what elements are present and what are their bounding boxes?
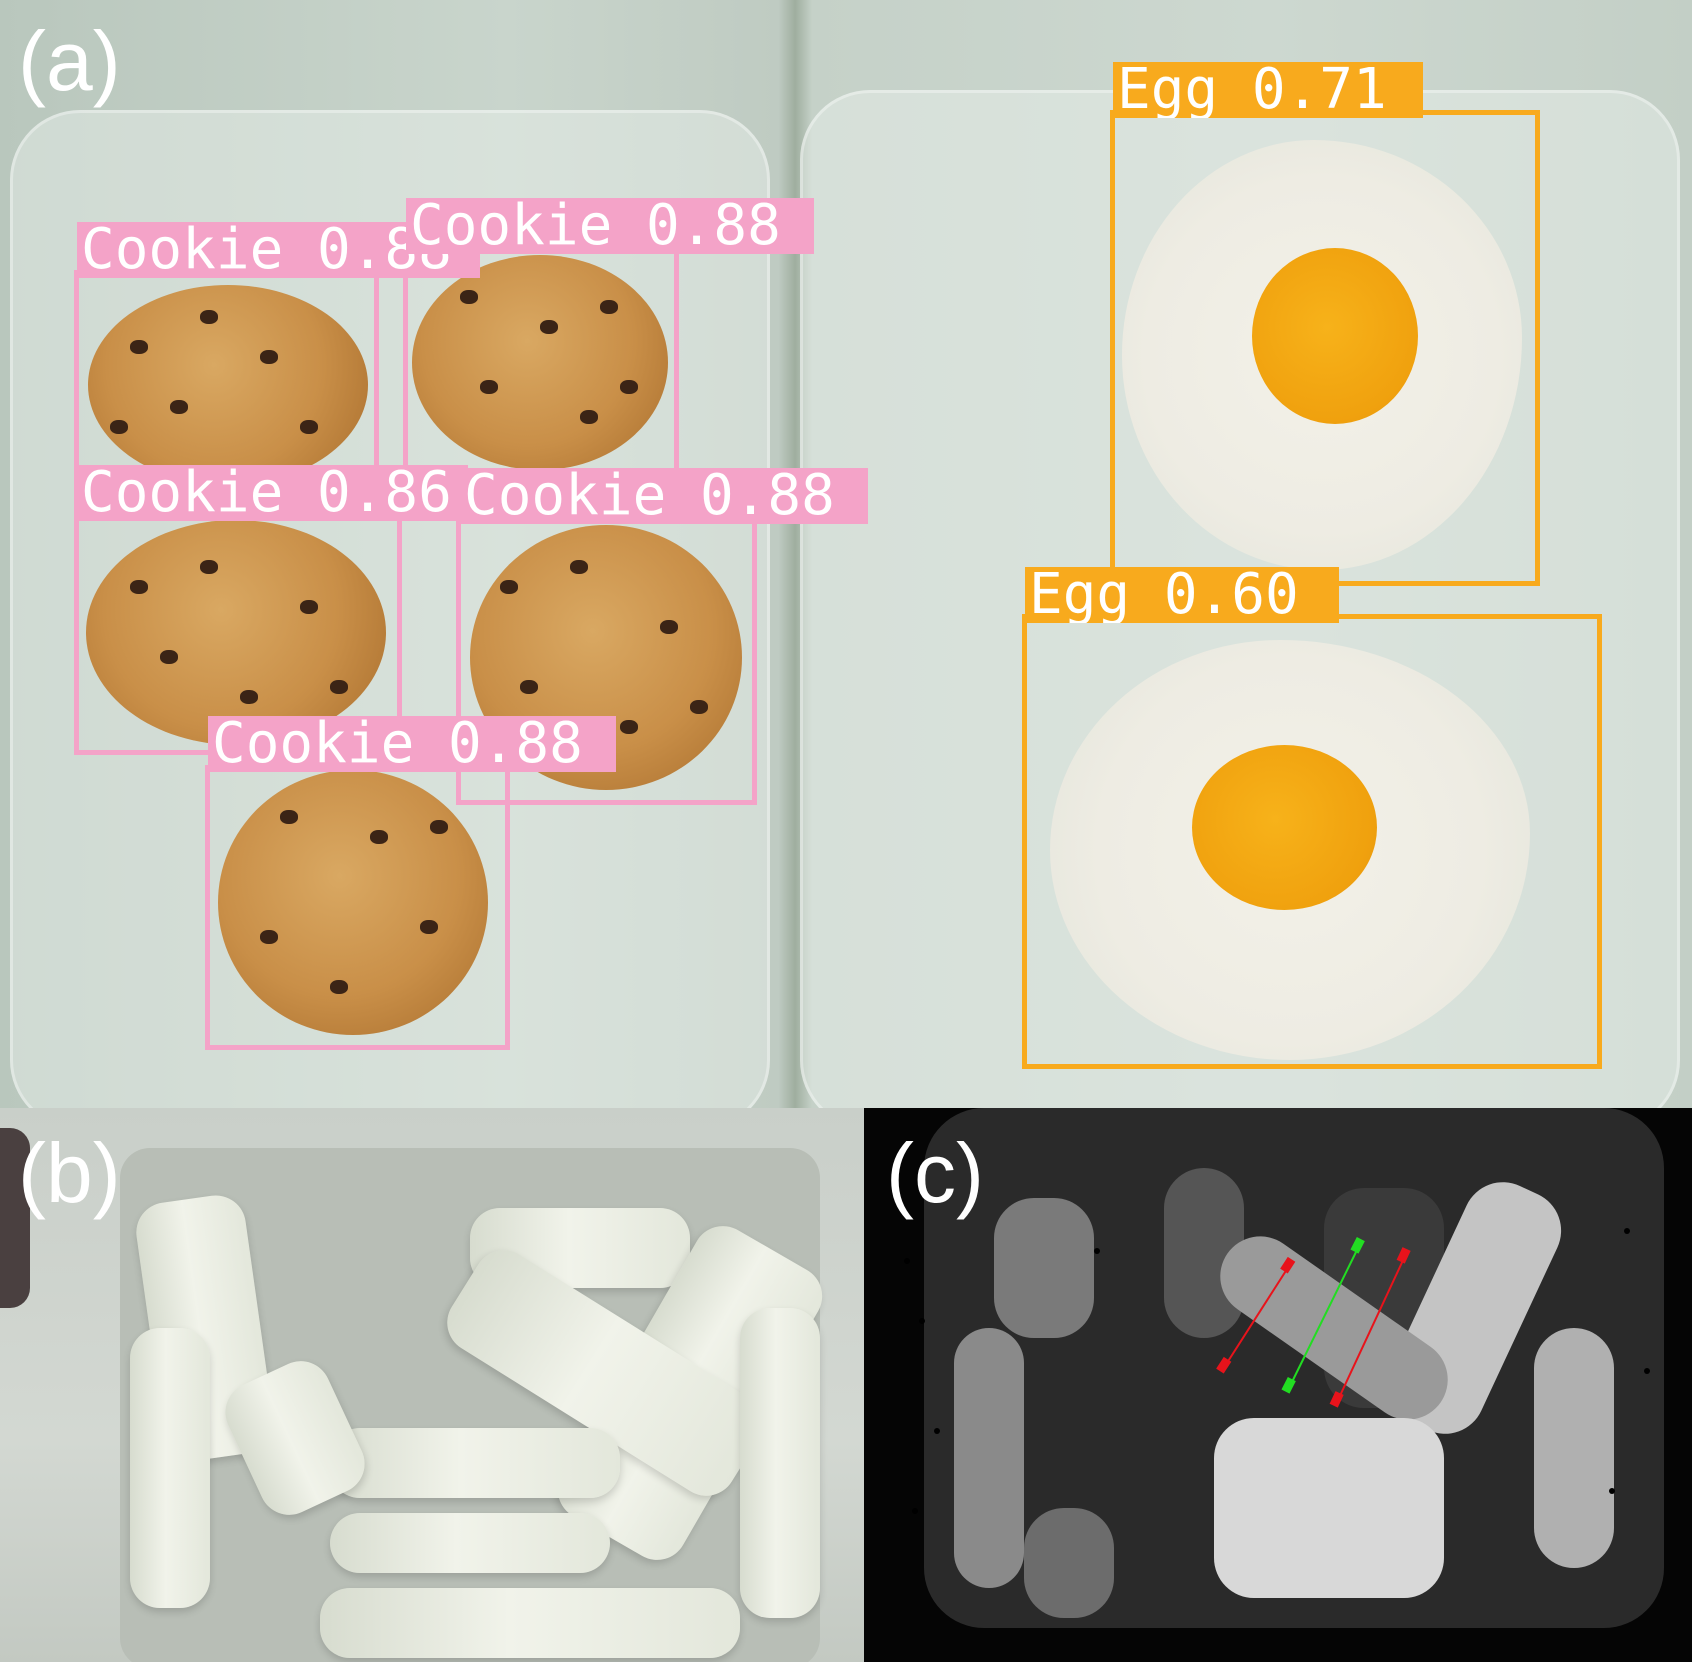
detection-panel: Cookie 0.88 Cookie 0.88 Cookie 0.86 Cook… [0,0,1692,1108]
grasp-line-green [1289,1245,1360,1387]
foam-tube [330,1513,610,1573]
panel-label-c: (c) [886,1126,984,1220]
foam-tubes-photo-panel: (b) [0,1108,864,1662]
cookie-bbox-2 [403,247,679,487]
panel-label-a: (a) [18,14,121,108]
cookie-label-4: Cookie 0.88 [460,468,868,524]
cookie-label-2: Cookie 0.88 [406,198,814,254]
grasp-endpoint-red [1329,1391,1344,1408]
depth-map-panel: (c) [864,1108,1692,1662]
grasp-endpoint-green [1281,1377,1296,1394]
grasp-endpoint-green [1350,1237,1365,1254]
foam-tube [740,1308,820,1618]
gripper-edge [0,1128,30,1308]
foam-tube [320,1588,740,1658]
egg-bbox-2 [1022,614,1602,1069]
egg-yolk-1 [1252,248,1418,424]
grasp-endpoint-red [1216,1356,1232,1374]
grasp-line-red-left [1224,1265,1290,1367]
cookie-image-5 [218,770,488,1035]
cookie-image-3 [86,520,386,745]
egg-label-2: Egg 0.60 [1025,567,1339,623]
egg-yolk-2 [1192,745,1377,910]
cookie-image-1 [88,285,368,485]
egg-label-1: Egg 0.71 [1113,62,1423,118]
grasp-endpoint-red [1396,1247,1411,1264]
foam-tube [330,1428,620,1498]
grasp-endpoint-red [1280,1256,1296,1274]
cookie-image-2 [412,255,668,470]
cookie-label-3: Cookie 0.86 [77,465,468,521]
egg-bbox-1 [1110,110,1540,586]
foam-tube [130,1328,210,1608]
panel-label-b: (b) [18,1126,121,1220]
grasp-line-red-right [1337,1255,1406,1401]
grasp-overlay [1216,1237,1411,1408]
cookie-bbox-5 [205,765,510,1050]
cookie-label-5: Cookie 0.88 [208,716,616,772]
